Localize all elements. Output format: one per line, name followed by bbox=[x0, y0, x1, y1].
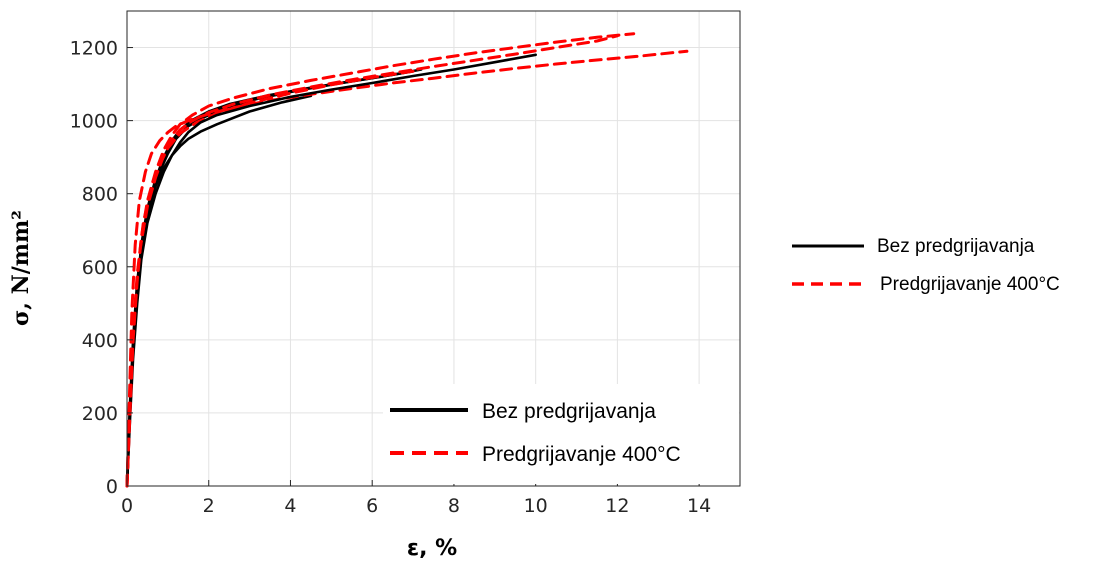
x-tick-label: 14 bbox=[687, 495, 711, 517]
y-tick-label: 0 bbox=[106, 476, 118, 498]
legend-box bbox=[383, 384, 739, 484]
legend-label-bez: Bez predgrijavanja bbox=[482, 400, 656, 423]
x-tick-label: 2 bbox=[203, 495, 215, 517]
predgrijavanje-curve bbox=[125, 32, 636, 488]
predgrijavanje-curve bbox=[125, 34, 619, 488]
x-axis-title: ε, % bbox=[407, 536, 457, 561]
y-tick-label: 400 bbox=[82, 330, 118, 352]
legend: Bez predgrijavanja Predgrijavanje 400°C bbox=[383, 384, 739, 484]
y-tick-label: 200 bbox=[82, 403, 118, 425]
x-tick-label: 4 bbox=[284, 495, 296, 517]
plot-frame bbox=[126, 10, 741, 487]
x-tick-label: 6 bbox=[366, 495, 378, 517]
y-axis-title: σ, N/mm² bbox=[8, 210, 34, 326]
predgrijavanje-curve bbox=[125, 49, 689, 488]
bez-predgrijavanja-curve bbox=[125, 53, 537, 488]
x-tick-label: 10 bbox=[524, 495, 548, 517]
axis-ticks: 0 2 4 6 8 10 12 14 0 200 400 600 800 1000 1200 bbox=[70, 38, 712, 517]
legend-label-predgrijavanje: Predgrijavanje 400°C bbox=[482, 443, 681, 466]
x-tick-label: 8 bbox=[448, 495, 460, 517]
y-tick-label: 800 bbox=[82, 184, 118, 206]
y-tick-label: 1200 bbox=[70, 38, 118, 60]
x-tick-label: 12 bbox=[605, 495, 629, 517]
external-legend: Bez predgrijavanja Predgrijavanje 400°C bbox=[792, 236, 1060, 295]
x-tick-label: 0 bbox=[121, 495, 133, 517]
data-series bbox=[125, 32, 689, 488]
y-tick-label: 1000 bbox=[70, 111, 118, 133]
external-legend-label-predgrijavanje: Predgrijavanje 400°C bbox=[880, 274, 1060, 295]
external-legend-label-bez: Bez predgrijavanja bbox=[877, 236, 1035, 257]
y-tick-label: 600 bbox=[82, 257, 118, 279]
